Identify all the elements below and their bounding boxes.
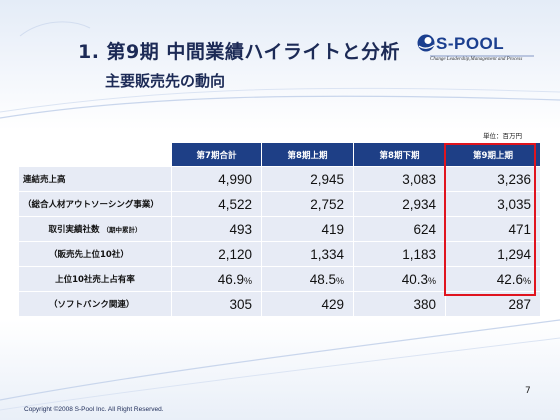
cell-value: 1,183 bbox=[353, 241, 446, 267]
cell-value: 2,752 bbox=[261, 191, 354, 217]
logo-name: S-POOL bbox=[436, 34, 505, 53]
cell-number: 40.3 bbox=[401, 271, 428, 287]
cell-value: 1,334 bbox=[261, 241, 354, 267]
cell-value: 4,522 bbox=[171, 191, 262, 217]
cell-value: 471 bbox=[445, 216, 541, 242]
footer-background bbox=[0, 320, 560, 420]
cell-value: 3,035 bbox=[445, 191, 541, 217]
cell-number: 46.9 bbox=[217, 271, 244, 287]
table-row: （販売先上位10社） 2,120 1,334 1,183 1,294 bbox=[18, 241, 541, 267]
row-label: （ソフトバンク関連） bbox=[18, 291, 172, 317]
cell-value: 1,294 bbox=[445, 241, 541, 267]
cell-value: 429 bbox=[261, 291, 354, 317]
cell-value: 4,990 bbox=[171, 166, 262, 192]
unit-label: 単位：百万円 bbox=[483, 132, 522, 140]
col-header: 第8期上期 bbox=[261, 142, 354, 167]
percent-suffix: % bbox=[335, 275, 344, 286]
col-header: 第7期合計 bbox=[171, 142, 262, 167]
percent-suffix: % bbox=[427, 275, 436, 286]
slide-subtitle: 主要販売先の動向 bbox=[105, 72, 226, 90]
row-label: 連結売上高 bbox=[18, 166, 172, 192]
col-header-highlighted: 第9期上期 bbox=[445, 142, 541, 167]
cell-value: 3,236 bbox=[445, 166, 541, 192]
cell-value: 48.5% bbox=[261, 266, 354, 292]
cell-number: 42.6 bbox=[496, 271, 523, 287]
cell-value: 624 bbox=[353, 216, 446, 242]
cell-value: 46.9% bbox=[171, 266, 262, 292]
cell-value: 493 bbox=[171, 216, 262, 242]
row-label: 上位10社売上占有率 bbox=[18, 266, 172, 292]
copyright-notice: Copyright ©2008 S-Pool Inc. All Right Re… bbox=[24, 406, 164, 413]
table-row: 連結売上高 4,990 2,945 3,083 3,236 bbox=[18, 166, 541, 192]
table-header-row: 第7期合計 第8期上期 第8期下期 第9期上期 bbox=[18, 142, 541, 167]
cell-value: 2,945 bbox=[261, 166, 354, 192]
row-label: 取引実績社数 （期中累計） bbox=[18, 216, 172, 242]
logo-tagline: Change Leadership,Management and Process bbox=[430, 57, 523, 62]
cell-value: 380 bbox=[353, 291, 446, 317]
row-label: （総合人材アウトソーシング事業） bbox=[18, 191, 172, 217]
row-label: （販売先上位10社） bbox=[18, 241, 172, 267]
row-label-note: （期中累計） bbox=[102, 226, 142, 234]
cell-value: 42.6% bbox=[445, 266, 541, 292]
row-label-main: 取引実績社数 bbox=[48, 225, 100, 235]
percent-suffix: % bbox=[243, 275, 252, 286]
highlight-frame bbox=[444, 143, 536, 296]
header-background bbox=[0, 0, 560, 130]
percent-suffix: % bbox=[522, 275, 531, 286]
table-row: 取引実績社数 （期中累計） 493 419 624 471 bbox=[18, 216, 541, 242]
highlights-table: 第7期合計 第8期上期 第8期下期 第9期上期 連結売上高 4,990 2,94… bbox=[18, 142, 541, 317]
page-number: 7 bbox=[525, 386, 531, 396]
cell-number: 48.5 bbox=[309, 271, 336, 287]
slide-title: 1. 第9期 中間業績ハイライトと分析 bbox=[78, 41, 401, 63]
cell-value: 2,120 bbox=[171, 241, 262, 267]
cell-value: 3,083 bbox=[353, 166, 446, 192]
col-header: 第8期下期 bbox=[353, 142, 446, 167]
cell-value: 419 bbox=[261, 216, 354, 242]
cell-value: 2,934 bbox=[353, 191, 446, 217]
corner-cell bbox=[18, 142, 172, 167]
cell-value: 305 bbox=[171, 291, 262, 317]
cell-value: 40.3% bbox=[353, 266, 446, 292]
s-pool-logo-icon bbox=[417, 34, 534, 57]
